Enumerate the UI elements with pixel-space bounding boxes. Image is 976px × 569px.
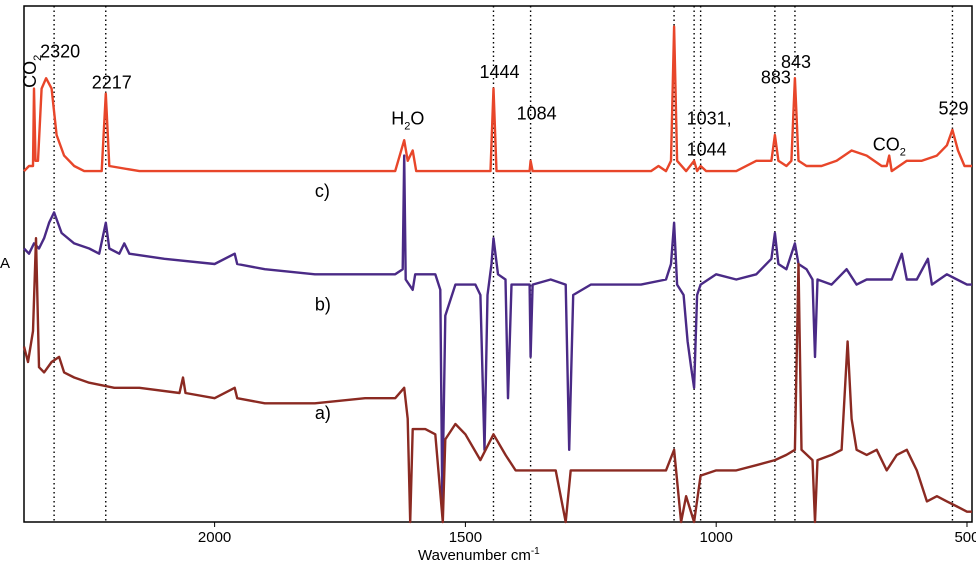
series-label-b: b) bbox=[315, 294, 331, 314]
x-tick-label-500: 500 bbox=[954, 529, 976, 546]
annotation-co2-vertical: CO2 bbox=[20, 55, 44, 88]
x-tick-label-1000: 1000 bbox=[700, 529, 733, 546]
annotation-5: 1084 bbox=[517, 104, 557, 124]
spectrum-line-c bbox=[23, 25, 972, 173]
spectra-series: c) b) a) bbox=[22, 25, 972, 524]
series-label-c: c) bbox=[315, 181, 330, 201]
annotation-6: 1031, bbox=[687, 109, 732, 129]
x-axis-label-text: Wavenumber cm bbox=[418, 547, 531, 564]
annotation-1: 2320 bbox=[40, 42, 80, 62]
spectrum-line-a bbox=[22, 237, 972, 524]
x-tick-label-1500: 1500 bbox=[449, 529, 482, 546]
x-axis-label: Wavenumber cm-1 bbox=[418, 546, 540, 564]
annotation-7: 1044 bbox=[687, 140, 727, 160]
annotation-9: 843 bbox=[781, 52, 811, 72]
plot-frame bbox=[23, 5, 973, 523]
x-tick-label-2000: 2000 bbox=[198, 529, 231, 546]
annotation-2: 2217 bbox=[92, 73, 132, 93]
x-axis-ticks: 2000 1500 1000 500 bbox=[198, 522, 976, 546]
annotation-11: 529 bbox=[938, 98, 968, 118]
reference-lines bbox=[53, 6, 954, 522]
annotation-3: 1444 bbox=[479, 62, 519, 82]
annotation-4: H2O bbox=[391, 109, 424, 133]
spectrum-line-b bbox=[23, 154, 972, 503]
y-axis-label: A bbox=[0, 255, 10, 272]
annotation-10: CO2 bbox=[873, 134, 906, 158]
annotation-8: 883 bbox=[761, 67, 791, 87]
series-label-a: a) bbox=[315, 403, 331, 423]
x-axis-label-superscript: -1 bbox=[531, 546, 540, 557]
